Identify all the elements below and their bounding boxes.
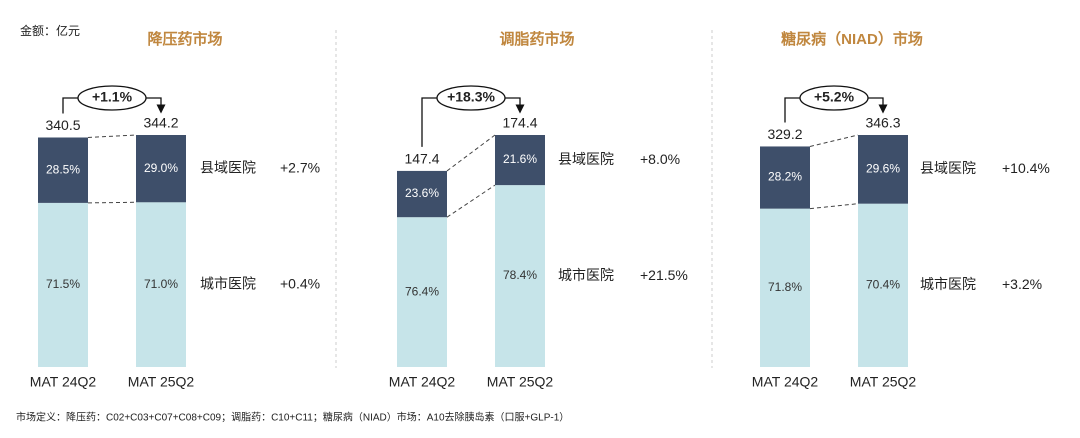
x-tick-label: MAT 25Q2 bbox=[128, 374, 195, 390]
bar-segment bbox=[858, 135, 908, 204]
x-tick-label: MAT 25Q2 bbox=[487, 374, 554, 390]
x-tick-label: MAT 24Q2 bbox=[30, 374, 97, 390]
value-label: 28.5% bbox=[46, 162, 80, 176]
growth-bubble bbox=[436, 85, 506, 111]
value-label: 71.5% bbox=[46, 277, 80, 291]
bar-segment bbox=[495, 135, 545, 186]
legend-label: 县域医院 bbox=[920, 160, 976, 176]
total-label: 147.4 bbox=[404, 151, 439, 167]
value-label: 70.4% bbox=[866, 278, 900, 292]
value-label: 71.8% bbox=[768, 280, 802, 294]
value-label: 71.0% bbox=[144, 277, 178, 291]
growth-label: +21.5% bbox=[640, 267, 688, 283]
growth-label: +2.7% bbox=[280, 159, 320, 175]
bar-segment bbox=[136, 202, 186, 367]
connector bbox=[809, 203, 859, 210]
legend-label: 城市医院 bbox=[558, 267, 614, 283]
x-tick-label: MAT 24Q2 bbox=[752, 374, 819, 390]
source-note: 市场定义：降压药：C02+C03+C07+C08+C09；调脂药：C10+C11… bbox=[16, 411, 569, 424]
total-label: 174.4 bbox=[502, 115, 537, 131]
connector bbox=[87, 201, 137, 204]
value-label: 28.2% bbox=[768, 170, 802, 184]
total-growth: +1.1% bbox=[92, 89, 133, 105]
total-label: 340.5 bbox=[45, 117, 80, 133]
connector bbox=[809, 134, 859, 147]
bar-segment bbox=[760, 146, 810, 209]
total-label: 346.3 bbox=[865, 115, 900, 131]
value-label: 21.6% bbox=[503, 152, 537, 166]
growth-bracket bbox=[421, 97, 437, 147]
growth-bubble bbox=[799, 85, 869, 111]
total-growth: +18.3% bbox=[447, 89, 495, 105]
legend-label: 城市医院 bbox=[920, 276, 976, 292]
growth-bracket bbox=[784, 97, 800, 123]
growth-label: +10.4% bbox=[1002, 160, 1050, 176]
legend-label: 县域医院 bbox=[558, 151, 614, 167]
value-label: 23.6% bbox=[405, 186, 439, 200]
panel-title: 调脂药市场 bbox=[499, 30, 574, 48]
growth-label: +3.2% bbox=[1002, 276, 1042, 292]
x-tick-label: MAT 24Q2 bbox=[389, 374, 456, 390]
x-tick-label: MAT 25Q2 bbox=[850, 374, 917, 390]
connector bbox=[446, 184, 496, 218]
growth-bracket bbox=[868, 97, 888, 114]
growth-label: +0.4% bbox=[280, 275, 320, 291]
bar-segment bbox=[38, 137, 88, 203]
total-label: 344.2 bbox=[143, 115, 178, 131]
value-label: 29.0% bbox=[144, 161, 178, 175]
connector bbox=[446, 134, 496, 172]
total-label: 329.2 bbox=[767, 126, 802, 142]
growth-label: +8.0% bbox=[640, 151, 680, 167]
bar-segment bbox=[858, 203, 908, 367]
panel-title: 糖尿病（NIAD）市场 bbox=[781, 30, 923, 48]
value-label: 78.4% bbox=[503, 268, 537, 282]
bar-segment bbox=[397, 170, 447, 218]
growth-bracket bbox=[146, 97, 166, 114]
growth-bubble bbox=[77, 85, 147, 111]
legend-label: 城市医院 bbox=[200, 275, 256, 291]
bar-segment bbox=[397, 217, 447, 367]
bar-segment bbox=[136, 135, 186, 203]
bar-segment bbox=[38, 202, 88, 367]
value-label: 29.6% bbox=[866, 162, 900, 176]
unit-label: 金额：亿元 bbox=[20, 23, 80, 38]
bar-segment bbox=[495, 185, 545, 367]
total-growth: +5.2% bbox=[814, 89, 855, 105]
connector bbox=[87, 134, 137, 138]
growth-bracket bbox=[62, 97, 78, 114]
bar-segment bbox=[760, 208, 810, 367]
panel-title: 降压药市场 bbox=[147, 30, 222, 48]
legend-label: 县域医院 bbox=[200, 159, 256, 175]
growth-bracket bbox=[505, 97, 525, 114]
value-label: 76.4% bbox=[405, 284, 439, 298]
